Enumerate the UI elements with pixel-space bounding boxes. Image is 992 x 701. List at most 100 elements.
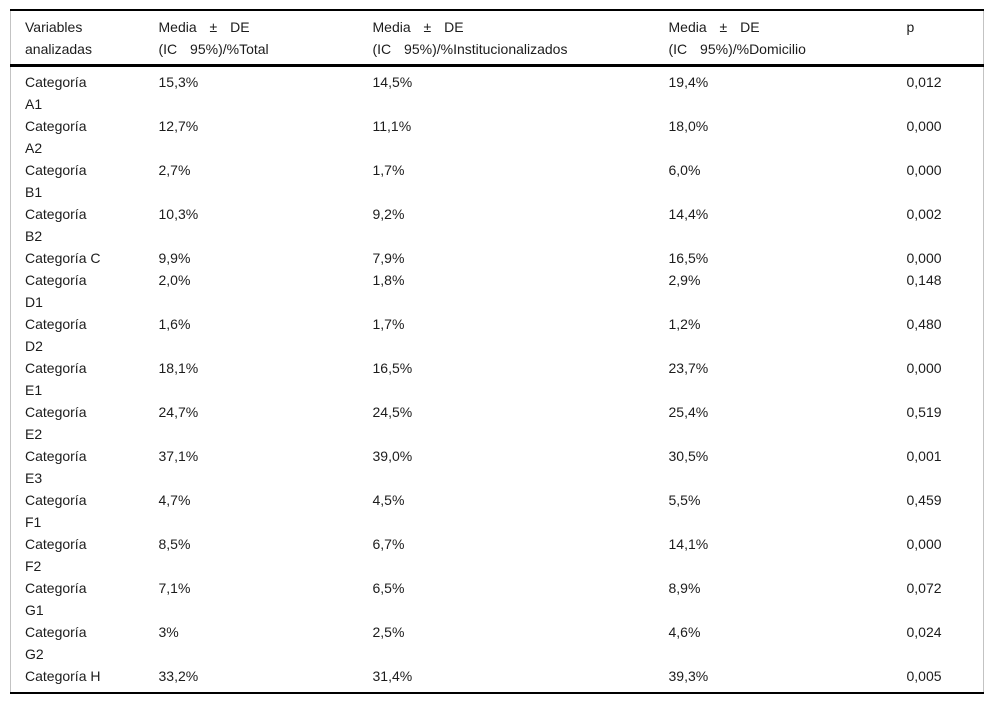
variable-label-line1: Categoría [25, 206, 87, 222]
cell-total: 9,9% [158, 250, 191, 266]
cell-p-value: 0,148 [906, 272, 942, 288]
header-line1: Variables [25, 19, 83, 35]
variable-label-line2: A1 [25, 96, 43, 112]
cell-institucionalizados: 31,4% [372, 668, 413, 684]
cell-total: 2,0% [158, 272, 191, 288]
variable-label-line2: E1 [25, 382, 43, 398]
cell-variable: Categoría G2 [11, 621, 159, 665]
variable-label-line1: Categoría [25, 360, 87, 376]
cell-total: 12,7% [158, 118, 199, 134]
cell-total: 33,2% [158, 668, 199, 684]
cell-p-value: 0,000 [906, 118, 942, 134]
variable-label-line2: D2 [25, 338, 43, 354]
table-row: Categoría E1 18,1% 16,5% 23,7% 0,000 [11, 357, 984, 401]
cell-institucionalizados: 4,5% [372, 492, 405, 508]
cell-total: 24,7% [158, 404, 199, 420]
variable-label-line2: G1 [25, 602, 44, 618]
cell-domicilio: 14,4% [668, 206, 709, 222]
cell-domicilio: 1,2% [668, 316, 701, 332]
table-row: Categoría G1 7,1% 6,5% 8,9% 0,072 [11, 577, 984, 621]
cell-total: 1,6% [158, 316, 191, 332]
cell-variable: Categoría B2 [11, 203, 159, 247]
cell-institucionalizados: 6,5% [372, 580, 405, 596]
table-body: Categoría A1 15,3% 14,5% 19,4% 0,012 Cat… [11, 66, 984, 694]
cell-institucionalizados: 14,5% [372, 74, 413, 90]
cell-total: 8,5% [158, 536, 191, 552]
table-row: Categoría H 33,2% 31,4% 39,3% 0,005 [11, 665, 984, 693]
cell-variable: Categoría G1 [11, 577, 159, 621]
cell-institucionalizados: 24,5% [372, 404, 413, 420]
variable-label-line1: Categoría [25, 118, 87, 134]
variable-label-line2: B1 [25, 184, 43, 200]
cell-variable: Categoría C [11, 247, 159, 269]
variable-label-line2: G2 [25, 646, 44, 662]
cell-p-value: 0,024 [906, 624, 942, 640]
cell-variable: Categoría F1 [11, 489, 159, 533]
cell-domicilio: 39,3% [668, 668, 709, 684]
table-header: Variables analizadas Media ± DE (IC 95%)… [10, 10, 984, 67]
cell-p-value: 0,000 [906, 162, 942, 178]
cell-p-value: 0,000 [906, 250, 942, 266]
header-row: Variables analizadas Media ± DE (IC 95%)… [10, 10, 984, 67]
cell-variable: Categoría D2 [11, 313, 159, 357]
header-media-domicilio: Media ± DE (IC 95%)/%Domicilio [668, 10, 907, 67]
table-row: Categoría A2 12,7% 11,1% 18,0% 0,000 [11, 115, 984, 159]
cell-total: 4,7% [158, 492, 191, 508]
variable-label-line2: E3 [25, 470, 43, 486]
cell-total: 18,1% [158, 360, 199, 376]
cell-institucionalizados: 2,5% [372, 624, 405, 640]
header-line1: Media ± DE [158, 19, 250, 35]
cell-institucionalizados: 16,5% [372, 360, 413, 376]
cell-domicilio: 23,7% [668, 360, 709, 376]
variable-label-line2: A2 [25, 140, 43, 156]
cell-variable: Categoría B1 [11, 159, 159, 203]
variable-label-line1: Categoría [25, 580, 87, 596]
header-line1: Media ± DE [372, 19, 464, 35]
cell-total: 2,7% [158, 162, 191, 178]
cell-p-value: 0,000 [906, 360, 942, 376]
cell-domicilio: 16,5% [668, 250, 709, 266]
table-row: Categoría C 9,9% 7,9% 16,5% 0,000 [11, 247, 984, 269]
cell-domicilio: 25,4% [668, 404, 709, 420]
cell-p-value: 0,480 [906, 316, 942, 332]
table-row: Categoría E2 24,7% 24,5% 25,4% 0,519 [11, 401, 984, 445]
table-row: Categoría D1 2,0% 1,8% 2,9% 0,148 [11, 269, 984, 313]
cell-institucionalizados: 1,7% [372, 162, 405, 178]
cell-domicilio: 2,9% [668, 272, 701, 288]
cell-institucionalizados: 7,9% [372, 250, 405, 266]
variable-label-line1: Categoría [25, 536, 87, 552]
cell-institucionalizados: 6,7% [372, 536, 405, 552]
header-media-total: Media ± DE (IC 95%)/%Total [158, 10, 373, 67]
variable-label-line2: E2 [25, 426, 43, 442]
variable-label-line1: Categoría [25, 316, 87, 332]
cell-domicilio: 8,9% [668, 580, 701, 596]
cell-p-value: 0,000 [906, 536, 942, 552]
cell-variable: Categoría D1 [11, 269, 159, 313]
header-line2: (IC 95%)/%Domicilio [668, 41, 806, 57]
variable-label-line1: Categoría [25, 272, 87, 288]
cell-institucionalizados: 11,1% [372, 118, 412, 134]
cell-variable: Categoría A2 [11, 115, 159, 159]
table-row: Categoría B2 10,3% 9,2% 14,4% 0,002 [11, 203, 984, 247]
variable-label-line2: F2 [25, 558, 42, 574]
cell-domicilio: 5,5% [668, 492, 701, 508]
header-line2: analizadas [25, 41, 92, 57]
variable-label-line1: Categoría C [25, 250, 101, 266]
variable-label-line1: Categoría [25, 74, 87, 90]
cell-variable: Categoría E2 [11, 401, 159, 445]
cell-domicilio: 30,5% [668, 448, 709, 464]
cell-institucionalizados: 9,2% [372, 206, 405, 222]
table-row: Categoría E3 37,1% 39,0% 30,5% 0,001 [11, 445, 984, 489]
header-line2: (IC 95%)/%Total [158, 41, 269, 57]
variable-label-line1: Categoría [25, 404, 87, 420]
cell-p-value: 0,459 [906, 492, 942, 508]
variable-label-line1: Categoría [25, 624, 87, 640]
header-variables-analizadas: Variables analizadas [10, 10, 159, 67]
cell-institucionalizados: 39,0% [372, 448, 413, 464]
cell-institucionalizados: 1,8% [372, 272, 405, 288]
table-row: Categoría F2 8,5% 6,7% 14,1% 0,000 [11, 533, 984, 577]
cell-p-value: 0,001 [906, 448, 942, 464]
cell-variable: Categoría H [11, 665, 159, 693]
cell-domicilio: 6,0% [668, 162, 701, 178]
